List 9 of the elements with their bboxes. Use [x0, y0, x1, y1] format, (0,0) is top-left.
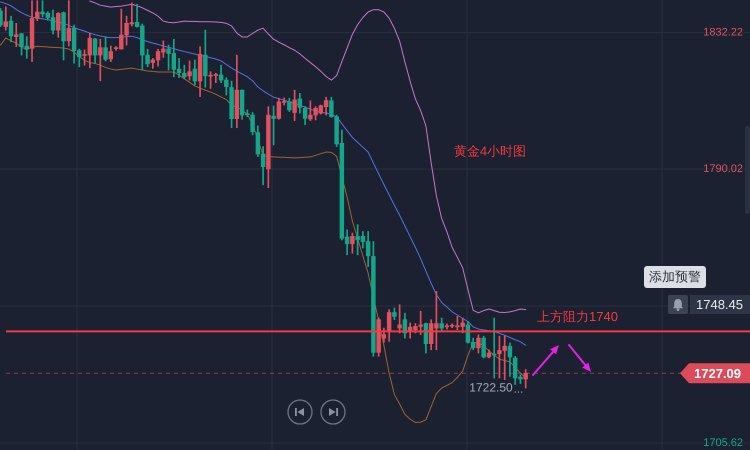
button[interactable]: 添加预警 [644, 266, 706, 288]
annotation: 1722.50 [469, 380, 513, 394]
y-tick-label: 1790.02 [703, 163, 743, 176]
y-tick-label: 1832.22 [703, 26, 743, 38]
price-box: 1748.45 [690, 295, 750, 314]
y-tick-label: 1705.62 [703, 436, 743, 449]
ref-line-label: 上方阻力1740 [537, 308, 618, 324]
text: 黄金4小时图 [454, 144, 526, 159]
ref-line-label: 1727.09 [694, 366, 742, 381]
